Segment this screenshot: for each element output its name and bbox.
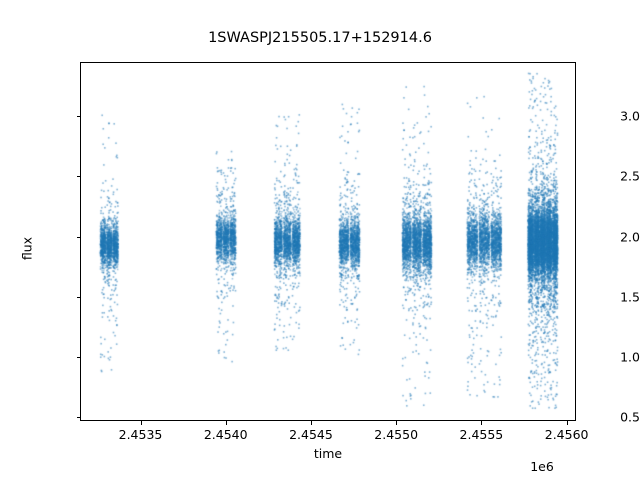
x-axis-offset-label: 1e6 [530,459,554,474]
x-tick-label: 2.4560 [544,427,589,442]
x-axis-label: time [313,446,343,461]
y-tick-label: 2.0 [620,229,640,245]
x-tick-mark [225,421,227,425]
y-tick-label: 3.0 [620,108,640,124]
x-tick-mark [481,421,483,425]
y-tick-mark [76,417,80,419]
x-tick-mark [310,421,312,425]
x-tick-mark [396,421,398,425]
x-tick-label: 2.4535 [118,427,163,442]
y-axis-label: flux [19,236,35,261]
x-tick-label: 2.4540 [203,427,248,442]
x-tick-label: 2.4545 [289,427,333,442]
y-tick-mark [76,296,80,298]
y-tick-label: 1.0 [620,349,640,365]
y-tick-mark [76,116,80,118]
y-tick-label: 0.5 [620,409,640,425]
x-tick-label: 2.4555 [459,427,504,442]
scatter-plot-canvas [81,63,575,420]
x-tick-label: 2.4550 [374,427,419,442]
x-tick-mark [566,421,568,425]
y-tick-label: 2.5 [620,168,640,184]
y-tick-label: 1.5 [620,289,640,305]
x-tick-mark [140,421,142,425]
y-tick-mark [76,176,80,178]
y-tick-mark [76,236,80,238]
y-tick-mark [76,357,80,359]
page-title: 1SWASPJ215505.17+152914.6 [208,30,432,46]
